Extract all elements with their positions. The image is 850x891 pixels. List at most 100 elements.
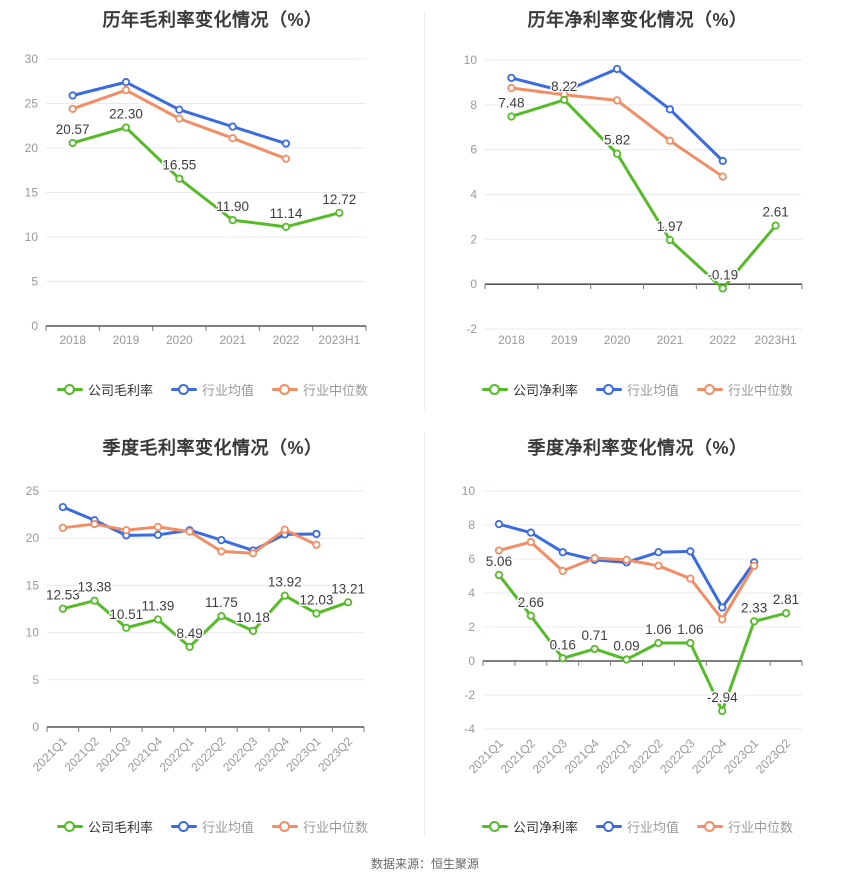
data-point-marker	[560, 95, 569, 105]
data-point-marker	[665, 136, 675, 145]
data-point-label: 1.06	[645, 622, 671, 637]
data-point-marker	[121, 123, 131, 132]
y-axis-tick-label: 6	[470, 143, 477, 157]
legend-item-label: 公司毛利率	[87, 383, 153, 398]
legend-item-industry_mean[interactable]: 行业均值	[170, 380, 254, 399]
chart-legend: 公司净利率 行业均值 行业中位数	[425, 380, 850, 399]
data-point-label: 0.09	[613, 638, 639, 653]
data-point-marker	[280, 591, 289, 600]
data-point-marker	[281, 154, 291, 163]
y-axis-tick-label: 10	[26, 626, 40, 640]
legend-item-label: 行业中位数	[303, 383, 369, 398]
legend-line-marker-icon	[272, 383, 298, 396]
y-axis-tick-label: 5	[31, 275, 38, 289]
annual-gross-margin-chart-canvas: 30 25 20 15 10 5 0 2018 2019 2020 2021 2022 2023H1 20…	[25, 52, 367, 347]
y-axis-tick-label: 20	[26, 531, 40, 545]
legend-item-company[interactable]: 公司毛利率	[56, 380, 153, 399]
y-axis-tick-label: 15	[25, 186, 39, 200]
data-point-marker	[507, 112, 516, 121]
data-point-marker	[344, 598, 353, 607]
data-point-marker	[281, 139, 291, 148]
legend-item-label: 行业均值	[201, 820, 254, 835]
data-source-note: 数据来源：恒生聚源	[370, 857, 479, 871]
x-axis-tick-label: 2021Q3	[530, 736, 570, 776]
data-point-marker	[175, 174, 184, 183]
data-point-marker	[58, 604, 67, 613]
data-point-label: 10.51	[109, 607, 143, 622]
data-point-marker	[750, 617, 759, 626]
legend-item-label: 行业均值	[626, 383, 679, 398]
y-axis-tick-label: 8	[468, 518, 475, 532]
legend-item-industry_mean[interactable]: 行业均值	[595, 380, 679, 399]
data-point-label: 1.97	[657, 219, 683, 234]
legend-item-company[interactable]: 公司净利率	[481, 817, 578, 836]
legend-line-marker-icon	[595, 820, 622, 833]
data-point-label: 10.18	[236, 610, 270, 625]
data-point-marker	[686, 547, 695, 556]
data-point-marker	[665, 235, 675, 245]
data-point-marker	[228, 122, 237, 131]
y-axis-tick-label: 8	[470, 98, 477, 112]
data-point-marker	[217, 535, 226, 545]
data-point-marker	[718, 284, 727, 293]
data-point-marker	[612, 64, 622, 74]
data-point-label: 11.75	[205, 595, 238, 610]
data-point-marker	[217, 611, 226, 621]
data-point-marker	[175, 114, 184, 123]
legend-item-industry_median[interactable]: 行业中位数	[272, 817, 368, 836]
x-axis-tick-label: 2022Q2	[625, 736, 665, 776]
y-axis-tick-label: 15	[26, 578, 40, 592]
legend-item-industry_median[interactable]: 行业中位数	[697, 380, 793, 399]
legend-line-marker-icon	[481, 383, 508, 396]
y-axis-tick-label: 5	[32, 673, 39, 687]
y-axis-tick-label: 10	[25, 230, 39, 244]
series-line-company	[61, 594, 350, 649]
data-point-marker	[622, 555, 631, 564]
x-axis-tick-label: 2023Q2	[753, 736, 793, 776]
x-axis-tick-label: 2022	[273, 333, 300, 347]
chart-legend: 公司毛利率 行业均值 行业中位数	[0, 380, 425, 399]
data-point-marker	[494, 520, 504, 529]
legend-item-industry_mean[interactable]: 行业均值	[595, 817, 679, 836]
data-point-marker	[507, 83, 516, 93]
legend-item-industry_median[interactable]: 行业中位数	[272, 380, 368, 399]
x-axis-tick-label: 2022Q1	[594, 736, 634, 776]
legend-line-marker-icon	[56, 383, 83, 396]
legend-item-company[interactable]: 公司净利率	[481, 380, 578, 399]
y-axis-tick-label: 30	[25, 52, 39, 66]
legend-line-marker-icon	[481, 820, 508, 833]
chart-legend: 公司毛利率 行业均值 行业中位数	[0, 817, 425, 836]
data-point-marker	[622, 655, 631, 664]
data-point-marker	[718, 603, 727, 612]
data-point-label: -2.94	[707, 690, 738, 705]
y-axis-tick-label: 25	[26, 484, 40, 498]
data-point-label: 5.82	[604, 133, 630, 148]
data-point-marker	[121, 86, 131, 95]
series-line-company	[71, 126, 341, 229]
data-point-marker	[312, 529, 321, 539]
data-point-marker	[590, 554, 599, 563]
series-line-company	[509, 98, 778, 290]
legend-item-label: 行业均值	[201, 383, 254, 398]
x-axis-tick-label: 2019	[551, 333, 578, 347]
data-point-marker	[153, 615, 163, 624]
data-point-label: 1.06	[677, 622, 703, 637]
legend-item-company[interactable]: 公司毛利率	[56, 817, 153, 836]
legend-item-industry_mean[interactable]: 行业均值	[170, 817, 254, 836]
y-axis-tick-label: 10	[462, 484, 476, 498]
y-axis-tick-label: 4	[470, 188, 477, 202]
series-line-company	[497, 573, 788, 713]
legend-item-label: 行业中位数	[303, 820, 369, 835]
legend-item-label: 公司净利率	[512, 383, 578, 398]
data-point-label: 11.14	[270, 206, 303, 221]
data-point-label: 0.16	[550, 637, 576, 652]
y-axis-tick-label: 0	[31, 319, 38, 333]
data-point-marker	[526, 528, 535, 537]
data-point-marker	[185, 642, 194, 651]
data-point-marker	[153, 530, 163, 539]
legend-item-industry_median[interactable]: 行业中位数	[697, 817, 793, 836]
data-point-marker	[654, 561, 663, 570]
y-axis-tick-label: 4	[468, 586, 475, 600]
data-point-marker	[781, 609, 791, 618]
